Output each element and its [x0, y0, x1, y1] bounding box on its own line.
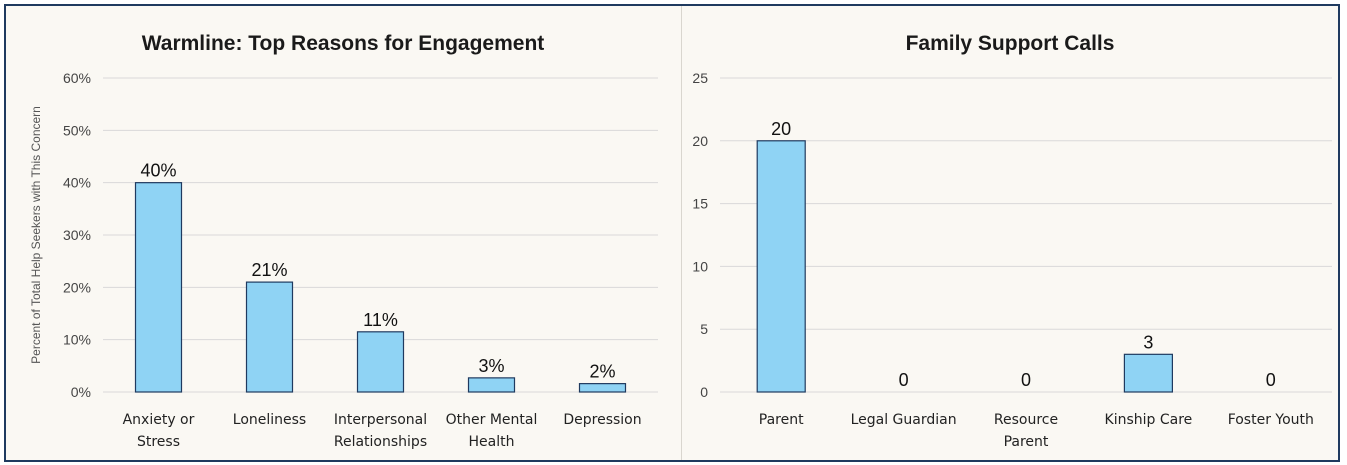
- chart2-y-tick-label: 0: [700, 384, 708, 400]
- chart2-y-tick-label: 15: [692, 196, 708, 212]
- chart1-category-label: Interpersonal: [334, 412, 427, 428]
- chart2-category-label: Resource: [994, 412, 1058, 428]
- chart2-data-label: 0: [1266, 370, 1276, 390]
- chart2-y-tick-label: 5: [700, 321, 708, 337]
- chart2-data-label: 0: [1021, 370, 1031, 390]
- chart1-data-label: 40%: [140, 161, 176, 181]
- chart1-bar: [578, 383, 627, 393]
- chart2-y-tick-label: 10: [692, 258, 708, 274]
- chart2-category-label: Parent: [1004, 434, 1049, 450]
- chart1-category-label: Other Mental: [446, 412, 538, 428]
- chart2-category-label: Foster Youth: [1228, 412, 1314, 428]
- chart1-y-tick-label: 40%: [63, 175, 91, 191]
- chart2-data-label: 20: [771, 119, 791, 139]
- chart1-category-label: Relationships: [334, 434, 427, 450]
- chart1-y-tick-label: 10%: [63, 332, 91, 348]
- chart2-bar: [756, 140, 806, 393]
- chart2-bar: [1123, 353, 1174, 393]
- chart1-bar: [467, 377, 516, 393]
- chart1-category-label: Stress: [137, 434, 180, 450]
- panel-divider: [681, 6, 682, 460]
- chart1-y-tick-label: 20%: [63, 279, 91, 295]
- chart1-y-axis-label: Percent of Total Help Seekers with This …: [29, 106, 43, 364]
- chart1-bar: [356, 331, 405, 393]
- chart1-bar: [134, 182, 183, 393]
- chart2-title: Family Support Calls: [906, 32, 1115, 55]
- chart1-y-tick-label: 0%: [71, 384, 91, 400]
- chart1-y-tick-label: 50%: [63, 122, 91, 138]
- chart1-category-label: Anxiety or: [123, 412, 195, 428]
- chart1-data-label: 3%: [478, 356, 504, 376]
- charts-frame: [4, 4, 1340, 462]
- chart2-data-label: 0: [899, 370, 909, 390]
- chart1-bar: [245, 281, 294, 393]
- chart1-data-label: 21%: [251, 260, 287, 280]
- chart1-category-label: Loneliness: [233, 412, 306, 428]
- chart1-category-label: Depression: [563, 412, 641, 428]
- chart1-y-tick-label: 60%: [63, 70, 91, 86]
- chart2-data-label: 3: [1143, 332, 1153, 352]
- chart1-data-label: 2%: [589, 362, 615, 382]
- chart1-y-tick-label: 30%: [63, 227, 91, 243]
- chart2-y-tick-label: 20: [692, 133, 708, 149]
- chart2-category-label: Kinship Care: [1105, 412, 1193, 428]
- chart1-data-label: 11%: [363, 310, 398, 330]
- chart2-y-tick-label: 25: [692, 70, 708, 86]
- chart1-category-label: Health: [469, 434, 515, 450]
- chart2-category-label: Legal Guardian: [851, 412, 957, 428]
- chart2-category-label: Parent: [759, 412, 804, 428]
- chart1-title: Warmline: Top Reasons for Engagement: [142, 32, 545, 55]
